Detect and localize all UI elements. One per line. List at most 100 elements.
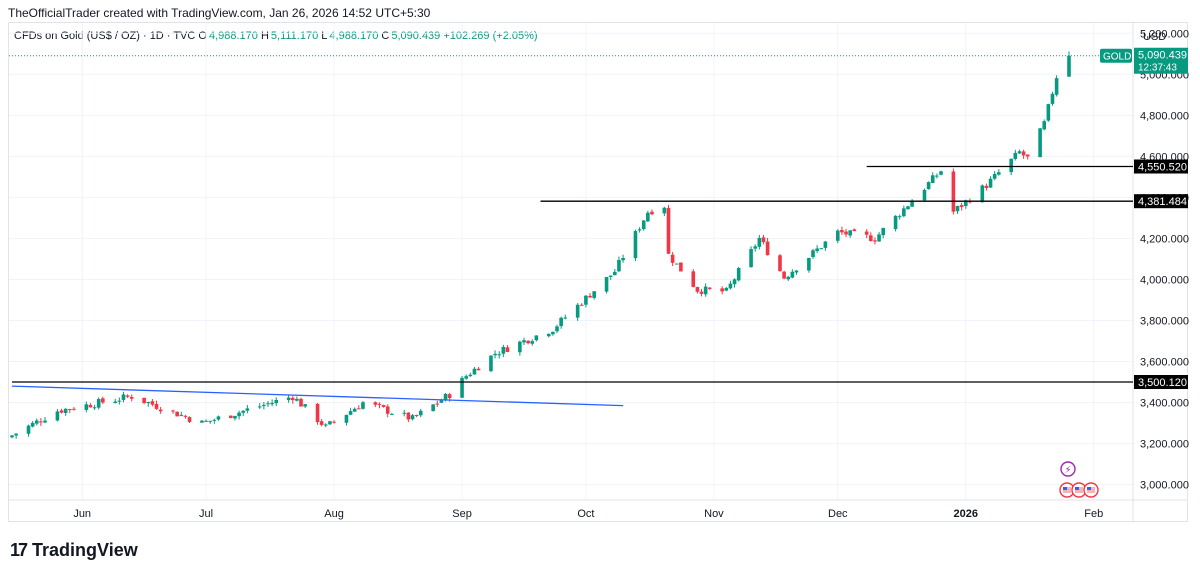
- candle-body: [703, 286, 708, 295]
- candle-body: [43, 420, 47, 423]
- candle-body: [121, 394, 126, 400]
- candle-body: [439, 400, 444, 403]
- candle-body: [906, 206, 910, 210]
- candle-body: [414, 415, 419, 417]
- candle-body: [992, 173, 997, 179]
- candle-body: [55, 411, 60, 421]
- candle-body: [344, 414, 349, 423]
- candle-body: [897, 216, 902, 218]
- candle-body: [357, 408, 361, 410]
- candle-body: [980, 185, 985, 203]
- candle-body: [385, 406, 390, 414]
- candle-body: [1021, 151, 1026, 156]
- candle-body: [332, 421, 336, 423]
- candle-body: [10, 435, 14, 438]
- tradingview-logo-icon: 17: [10, 540, 28, 560]
- candle-body: [146, 401, 151, 404]
- level-label: 3,500.120: [1138, 377, 1187, 389]
- candle-body: [955, 205, 960, 212]
- candle-body: [489, 355, 493, 372]
- candle-body: [650, 211, 654, 215]
- candle-body: [534, 335, 539, 341]
- candle-body: [315, 403, 320, 423]
- candle-body: [381, 405, 386, 407]
- candle-body: [84, 404, 89, 410]
- candle-body: [299, 398, 303, 407]
- high-label: H: [260, 30, 269, 42]
- candle-body: [34, 420, 39, 424]
- x-tick-label: Dec: [828, 508, 848, 520]
- candle-body: [96, 399, 101, 408]
- candle-body: [794, 270, 799, 273]
- candle-body: [290, 397, 295, 401]
- candle-body: [695, 287, 700, 292]
- candle-body: [1054, 78, 1059, 95]
- candle-body: [352, 408, 357, 412]
- candle-body: [237, 412, 241, 417]
- x-tick-label: Jun: [73, 508, 91, 520]
- candle-body: [930, 175, 935, 183]
- candle-body: [154, 403, 159, 409]
- candle-body: [530, 341, 535, 344]
- candle-body: [584, 295, 588, 305]
- candle-body: [546, 333, 551, 337]
- x-tick-label: Aug: [324, 508, 344, 520]
- candle-body: [1042, 121, 1047, 130]
- candle-body: [1046, 104, 1051, 121]
- candle-body: [910, 201, 914, 207]
- candle-body: [92, 407, 97, 409]
- candle-body: [63, 408, 68, 414]
- candle-body: [662, 207, 667, 214]
- candle-body: [778, 255, 782, 272]
- candle-body: [691, 271, 696, 287]
- candle-body: [674, 263, 679, 265]
- candle-body: [782, 271, 786, 279]
- candle-body: [493, 353, 497, 356]
- candle-body: [200, 420, 204, 423]
- y-tick-label: 3,600.000: [1140, 357, 1189, 369]
- candle-body: [815, 248, 819, 252]
- candle-body: [101, 398, 105, 403]
- candle-body: [435, 403, 440, 405]
- candle-body: [216, 416, 221, 420]
- y-tick-label: 3,800.000: [1140, 315, 1189, 327]
- candle-body: [212, 419, 217, 421]
- level-label-bg: [1134, 194, 1188, 209]
- us-flag-icon-canton: [1063, 487, 1067, 490]
- candle-body: [633, 231, 638, 259]
- x-tick-label: 2026: [954, 508, 978, 520]
- candle-body: [666, 207, 671, 254]
- candle-body: [555, 326, 559, 332]
- candle-body: [608, 275, 613, 277]
- candle-body: [679, 262, 683, 272]
- candle-body: [171, 410, 175, 412]
- candle-body: [286, 397, 291, 401]
- candle-body: [736, 268, 741, 281]
- candle-body: [117, 400, 122, 402]
- candle-body: [125, 395, 130, 397]
- candle-body: [59, 410, 64, 413]
- lightning-icon-glyph: ⚡: [1064, 465, 1071, 476]
- candle-body: [724, 287, 729, 291]
- candle-body: [129, 396, 134, 399]
- candle-body: [604, 277, 609, 292]
- candle-body: [926, 182, 931, 190]
- candle-body: [646, 212, 650, 222]
- candle-body: [728, 283, 733, 289]
- level-label: 4,381.484: [1138, 196, 1187, 208]
- tradingview-logo[interactable]: 17 TradingView: [10, 540, 138, 561]
- candle-body: [1038, 128, 1042, 158]
- candle-body: [819, 248, 824, 250]
- candle-body: [637, 229, 642, 231]
- x-tick-label: Nov: [704, 508, 724, 520]
- y-tick-label: 3,000.000: [1140, 480, 1189, 492]
- candle-body: [175, 411, 179, 417]
- candle-body: [526, 340, 530, 344]
- candle-body: [113, 401, 118, 404]
- candle-body: [402, 412, 407, 414]
- us-flag-icon-canton: [1087, 487, 1091, 490]
- candle-body: [902, 208, 906, 217]
- candle-body: [559, 317, 563, 327]
- y-tick-label: 4,000.000: [1140, 274, 1189, 286]
